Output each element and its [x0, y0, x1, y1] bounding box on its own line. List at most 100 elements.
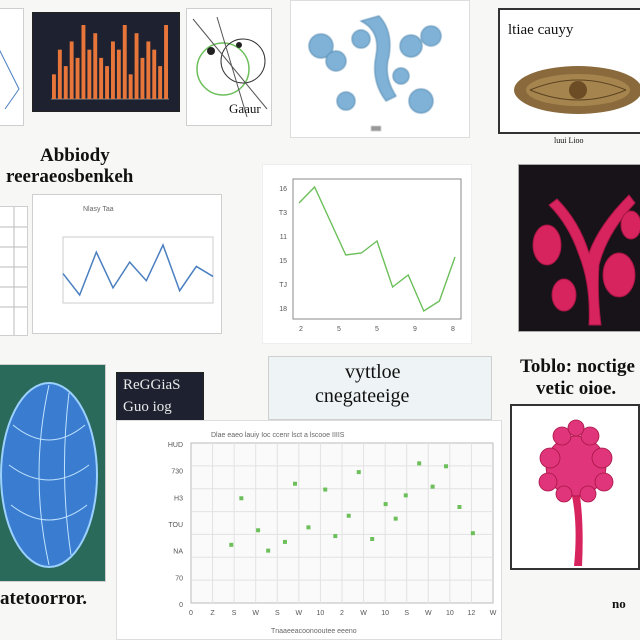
y-tick-label: T3 — [279, 210, 287, 217]
bar — [135, 33, 139, 99]
x-tick-label: 5 — [375, 326, 379, 333]
scatter-x-label: Tnaaeeacoonooutee eeeno — [271, 628, 357, 635]
cell-icon — [0, 365, 106, 582]
x-tick-label: 10 — [446, 610, 454, 617]
scatter-point — [370, 537, 374, 541]
molecule-icon — [291, 1, 470, 138]
y-tick-label: HUD — [168, 442, 183, 449]
y-tick-label: 15 — [279, 258, 287, 265]
x-tick-label: 2 — [299, 326, 303, 333]
sketch-plot — [0, 9, 24, 126]
x-tick-label: W — [425, 610, 432, 617]
x-tick-label: 2 — [340, 610, 344, 617]
scatter-point — [333, 534, 337, 538]
scatter-title: Dlae eaeo lauiy Ioc ccenr lsct a lscooe … — [211, 432, 345, 439]
y-tick-label: NA — [173, 549, 183, 556]
left-big-caption-2: reeraeosbenkeh — [6, 166, 133, 188]
x-tick-label: 9 — [413, 326, 417, 333]
scatter-point — [283, 540, 287, 544]
bar — [58, 50, 62, 99]
scatter-point — [347, 514, 351, 518]
bar — [129, 74, 133, 99]
green-line-chart: 16 T3 11 15 TJ 18 2 5 5 9 8 — [263, 165, 472, 344]
mini-line-chart: Nlasy Taa — [33, 195, 222, 334]
green-frame — [293, 179, 461, 319]
scatter-point — [404, 493, 408, 497]
flower-icon — [512, 406, 640, 570]
bar — [64, 66, 68, 99]
x-tick-label: S — [232, 610, 237, 617]
scatter-chart: Dlae eaeo lauiy Ioc ccenr lsct a lscooe … — [117, 421, 502, 640]
dark-label-box: ReGGiaS Guo iog — [116, 372, 204, 422]
scatter-point — [431, 485, 435, 489]
scatter-point — [384, 502, 388, 506]
scatter-point — [229, 543, 233, 547]
molecule-panel — [290, 0, 470, 138]
y-tick-label: 730 — [171, 469, 183, 476]
y-tick-label: 0 — [179, 602, 183, 609]
y-tick-label: TJ — [279, 282, 287, 289]
small-caption: Gaaur — [229, 101, 261, 117]
y-tick-label: 70 — [175, 575, 183, 582]
x-tick-label: W — [252, 610, 259, 617]
x-tick-label: W — [490, 610, 497, 617]
dark-box-line-1: ReGGiaS — [123, 377, 181, 394]
scatter-point — [256, 528, 260, 532]
scatter-point — [239, 496, 243, 500]
bar — [99, 58, 103, 99]
green-series-line — [299, 187, 455, 311]
left-big-caption-1: Abbiody — [40, 145, 110, 167]
bar — [123, 25, 127, 99]
mini-frame — [63, 237, 213, 303]
bottom-right-caption: no — [612, 596, 626, 612]
y-tick-label: 11 — [280, 234, 287, 241]
bar-chart — [33, 13, 180, 112]
bar — [76, 58, 80, 99]
bar — [87, 50, 91, 99]
y-tick-label: H3 — [174, 495, 183, 502]
x-tick-label: W — [296, 610, 303, 617]
table-strip-panel — [0, 206, 28, 336]
bar — [117, 50, 121, 99]
bar — [52, 74, 56, 99]
scatter-point — [444, 464, 448, 468]
cell-panel — [0, 364, 106, 582]
scatter-point — [417, 461, 421, 465]
right-big-caption-1: Toblo: noctige — [520, 356, 635, 378]
x-tick-label: 10 — [381, 610, 389, 617]
geometry-diagram-panel: Gaaur — [186, 8, 272, 126]
bar — [105, 66, 109, 99]
mini-line-panel: Nlasy Taa — [32, 194, 222, 334]
scatter-point — [394, 517, 398, 521]
bar — [164, 25, 168, 99]
scatter-point — [293, 482, 297, 486]
x-tick-label: S — [404, 610, 409, 617]
scatter-point — [266, 549, 270, 553]
mini-line-title: Nlasy Taa — [83, 206, 114, 213]
bar — [141, 58, 145, 99]
bar — [93, 33, 97, 99]
scatter-point — [357, 470, 361, 474]
y-tick-label: 18 — [279, 306, 287, 313]
x-tick-label: Z — [210, 610, 215, 617]
x-tick-label: 5 — [337, 326, 341, 333]
x-tick-label: 0 — [189, 610, 193, 617]
coral-panel — [518, 164, 640, 332]
coral-icon — [519, 165, 640, 332]
fossil-panel: ltiae cauyy — [498, 8, 640, 134]
scatter-point — [306, 525, 310, 529]
dark-box-line-2: Guo iog — [123, 399, 172, 416]
bar — [82, 25, 86, 99]
callout-line-2: cnegateeige — [315, 385, 409, 408]
scatter-point — [457, 505, 461, 509]
x-tick-label: W — [360, 610, 367, 617]
mini-series-line — [63, 245, 213, 295]
callout-panel: vyttloe cnegateeige — [268, 356, 492, 420]
fossil-icon — [500, 10, 640, 134]
bar — [70, 41, 74, 99]
bar — [158, 66, 162, 99]
bar — [111, 41, 115, 99]
x-tick-label: 12 — [468, 610, 476, 617]
scatter-point — [323, 488, 327, 492]
right-big-caption-2: vetic oioe. — [536, 378, 616, 400]
